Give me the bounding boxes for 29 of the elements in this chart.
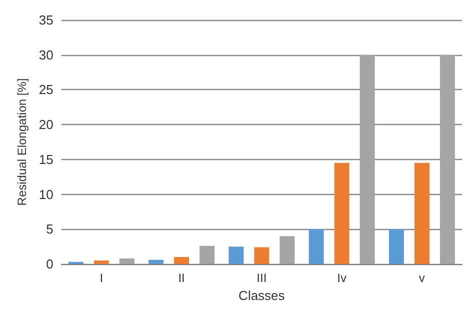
y-tick-label: 15 [38,152,54,167]
bar [94,260,109,264]
x-tick-label: Iv [337,271,346,285]
bar [119,258,134,264]
bar [308,229,324,264]
y-tick-label: 0 [46,256,54,272]
bar [148,260,164,264]
y-tick-label: 20 [38,117,54,132]
bar [388,229,404,264]
y-tick-label: 25 [38,82,54,98]
bar [414,162,430,264]
bar [228,246,244,264]
y-tick-label: 10 [38,186,54,202]
bar [280,236,295,264]
bar [200,246,215,264]
x-tick-label: I [100,271,104,285]
x-axis-title: Classes [238,288,286,303]
bar [174,257,190,264]
y-tick-label: 30 [38,47,54,62]
x-tick-label: v [418,271,425,285]
bar [360,54,375,264]
x-tick-label: II [178,271,185,285]
y-axis-title: Residual Elongation [%] [15,78,29,206]
bar [334,162,350,264]
y-tick-label: 35 [38,12,54,28]
bar [440,54,455,264]
y-tick-label: 5 [46,222,54,237]
x-tick-label: III [256,271,267,285]
bar [254,247,270,264]
